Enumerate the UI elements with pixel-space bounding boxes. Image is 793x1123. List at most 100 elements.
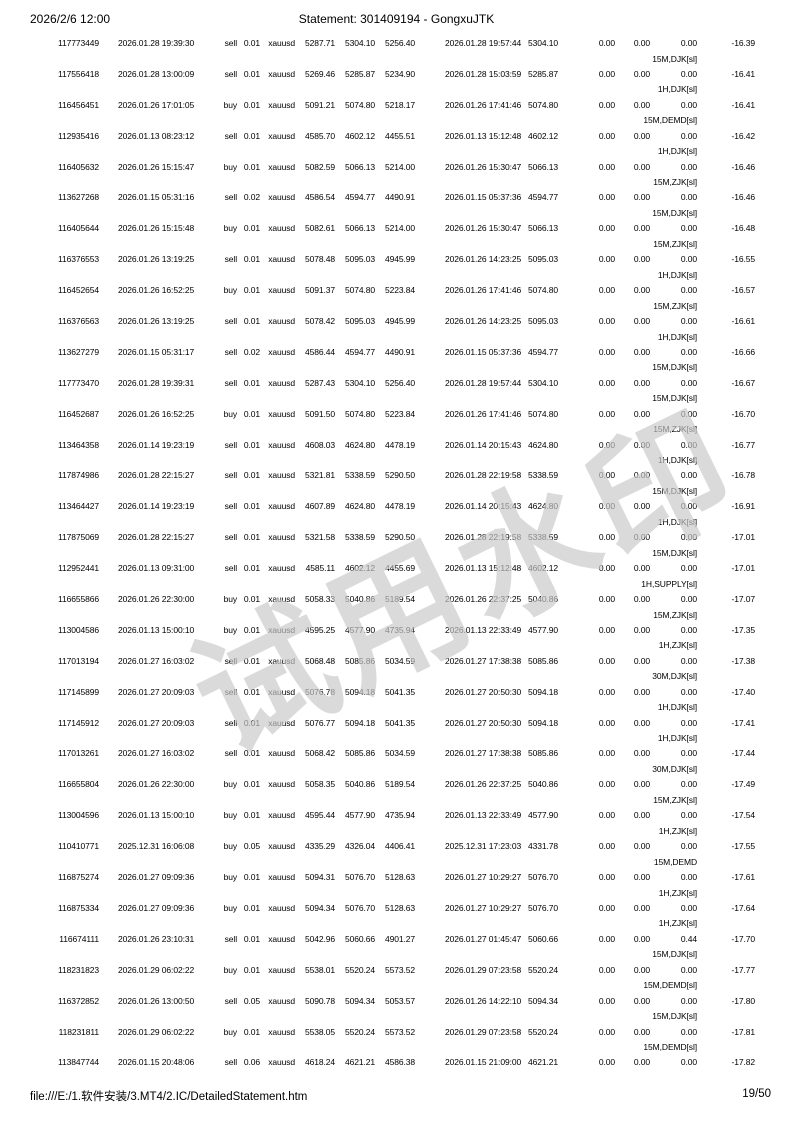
- ticket-cell: 116376553: [57, 254, 99, 265]
- size-cell: 0.06: [243, 1057, 260, 1068]
- swap-cell: 0.00: [680, 38, 697, 48]
- open-time-cell: 2025.12.31 16:06:08: [118, 841, 195, 852]
- table-row: 116456451 2026.01.26 17:01:05 buy 0.01 xauus…: [55, 98, 755, 129]
- commission-cell: 0.00: [598, 933, 615, 944]
- page-number: 19/50: [742, 1088, 771, 1100]
- tp-cell: 5290.50: [384, 532, 415, 543]
- open-time-cell: 2026.01.28 22:15:27: [118, 470, 195, 481]
- close-time-cell: 2026.01.15 05:37:36: [445, 346, 522, 357]
- commission-cell: 0.00: [598, 346, 615, 357]
- trade-main-row: 113004596 2026.01.13 15:00:10 buy 0.01 xauus…: [55, 808, 755, 824]
- open-price-cell: 4585.70: [304, 130, 335, 141]
- taxes-cell: 0.00: [633, 717, 650, 728]
- item-cell: xauusd: [268, 68, 295, 79]
- size-cell: 0.02: [243, 192, 260, 203]
- close-price-cell: 4594.77: [527, 346, 558, 357]
- profit-cell: -16.66: [731, 346, 755, 357]
- open-price-cell: 5091.37: [304, 285, 335, 296]
- close-price-cell: 4577.90: [527, 810, 558, 821]
- type-cell: sell: [224, 38, 237, 48]
- table-row: 118231823 2026.01.29 06:02:22 buy 0.01 xauus…: [55, 963, 755, 994]
- item-cell: xauusd: [268, 285, 295, 296]
- close-time-cell: 2026.01.29 07:23:58: [445, 964, 522, 975]
- trade-main-row: 116456451 2026.01.26 17:01:05 buy 0.01 xauus…: [55, 98, 755, 114]
- type-cell: sell: [224, 346, 237, 357]
- trade-main-row: 116376553 2026.01.26 13:19:25 sell 0.01 xauu…: [55, 252, 755, 268]
- ticket-cell: 116372852: [57, 995, 99, 1006]
- sl-cell: 5066.13: [344, 161, 375, 172]
- taxes-cell: 0.00: [633, 470, 650, 481]
- item-cell: xauusd: [268, 192, 295, 203]
- size-cell: 0.01: [243, 439, 260, 450]
- table-row: 117773449 2026.01.28 19:39:30 sell 0.01 xauu…: [55, 36, 755, 67]
- type-cell: sell: [224, 655, 237, 666]
- sl-cell: 4594.77: [344, 346, 375, 357]
- profit-cell: -16.46: [731, 192, 755, 203]
- trade-main-row: 110410771 2025.12.31 16:06:08 buy 0.05 xauus…: [55, 839, 755, 855]
- commission-cell: 0.00: [598, 470, 615, 481]
- sl-cell: 4602.12: [344, 130, 375, 141]
- close-price-cell: 4577.90: [527, 624, 558, 635]
- tp-cell: 5573.52: [384, 1026, 415, 1037]
- commission-cell: 0.00: [598, 624, 615, 635]
- close-price-cell: 5074.80: [527, 285, 558, 296]
- trade-comment: 15M,ZJK[sl]: [653, 177, 697, 188]
- open-price-cell: 4586.54: [304, 192, 335, 203]
- file-url: file:///E:/1.软件安装/3.MT4/2.IC/DetailedSta…: [30, 1091, 308, 1103]
- item-cell: xauusd: [268, 655, 295, 666]
- item-cell: xauusd: [268, 717, 295, 728]
- open-time-cell: 2026.01.27 09:09:36: [118, 872, 195, 883]
- size-cell: 0.01: [243, 748, 260, 759]
- table-row: 116405644 2026.01.26 15:15:48 buy 0.01 xauus…: [55, 221, 755, 252]
- type-cell: sell: [224, 748, 237, 759]
- tp-cell: 5256.40: [384, 377, 415, 388]
- size-cell: 0.01: [243, 223, 260, 234]
- commission-cell: 0.00: [598, 1057, 615, 1068]
- close-time-cell: 2026.01.27 01:45:47: [445, 933, 522, 944]
- commission-cell: 0.00: [598, 779, 615, 790]
- sl-cell: 4624.80: [344, 501, 375, 512]
- sl-cell: 4577.90: [344, 810, 375, 821]
- type-cell: buy: [223, 161, 238, 172]
- trade-main-row: 113004586 2026.01.13 15:00:10 buy 0.01 xauus…: [55, 623, 755, 639]
- close-price-cell: 5520.24: [527, 964, 558, 975]
- profit-cell: -16.57: [731, 285, 755, 296]
- commission-cell: 0.00: [598, 686, 615, 697]
- trade-comment: 1H,ZJK[sl]: [658, 887, 697, 898]
- swap-cell: 0.00: [680, 501, 697, 512]
- close-price-cell: 5520.24: [527, 1026, 558, 1037]
- table-row: 117875069 2026.01.28 22:15:27 sell 0.01 xauu…: [55, 530, 755, 561]
- close-time-cell: 2026.01.26 22:37:25: [445, 594, 522, 605]
- tp-cell: 4586.38: [384, 1057, 415, 1068]
- statement-title: Statement: 301409194 - GongxuJTK: [298, 12, 495, 26]
- item-cell: xauusd: [268, 532, 295, 543]
- close-time-cell: 2026.01.26 15:30:47: [445, 161, 522, 172]
- commission-cell: 0.00: [598, 841, 615, 852]
- trade-main-row: 116875334 2026.01.27 09:09:36 buy 0.01 xauus…: [55, 901, 755, 917]
- item-cell: xauusd: [268, 594, 295, 605]
- taxes-cell: 0.00: [633, 563, 650, 574]
- taxes-cell: 0.00: [633, 594, 650, 605]
- type-cell: buy: [223, 964, 238, 975]
- open-time-cell: 2026.01.27 20:09:03: [118, 686, 195, 697]
- item-cell: xauusd: [268, 38, 295, 48]
- trade-main-row: 117875069 2026.01.28 22:15:27 sell 0.01 xauu…: [55, 530, 755, 546]
- tp-cell: 5214.00: [384, 161, 415, 172]
- ticket-cell: 116452687: [57, 408, 99, 419]
- tp-cell: 5573.52: [384, 964, 415, 975]
- swap-cell: 0.00: [680, 624, 697, 635]
- profit-cell: -16.77: [731, 439, 755, 450]
- taxes-cell: 0.00: [633, 810, 650, 821]
- open-time-cell: 2026.01.27 16:03:02: [118, 748, 195, 759]
- swap-cell: 0.00: [680, 964, 697, 975]
- tp-cell: 5223.84: [384, 408, 415, 419]
- tp-cell: 4478.19: [384, 501, 415, 512]
- open-time-cell: 2026.01.26 13:19:25: [118, 254, 195, 265]
- profit-cell: -17.01: [731, 532, 755, 543]
- sl-cell: 5074.80: [344, 408, 375, 419]
- size-cell: 0.01: [243, 501, 260, 512]
- commission-cell: 0.00: [598, 439, 615, 450]
- open-time-cell: 2026.01.26 16:52:25: [118, 285, 195, 296]
- table-row: 112935416 2026.01.13 08:23:12 sell 0.01 xauu…: [55, 129, 755, 160]
- table-row: 116376563 2026.01.26 13:19:25 sell 0.01 xauu…: [55, 314, 755, 345]
